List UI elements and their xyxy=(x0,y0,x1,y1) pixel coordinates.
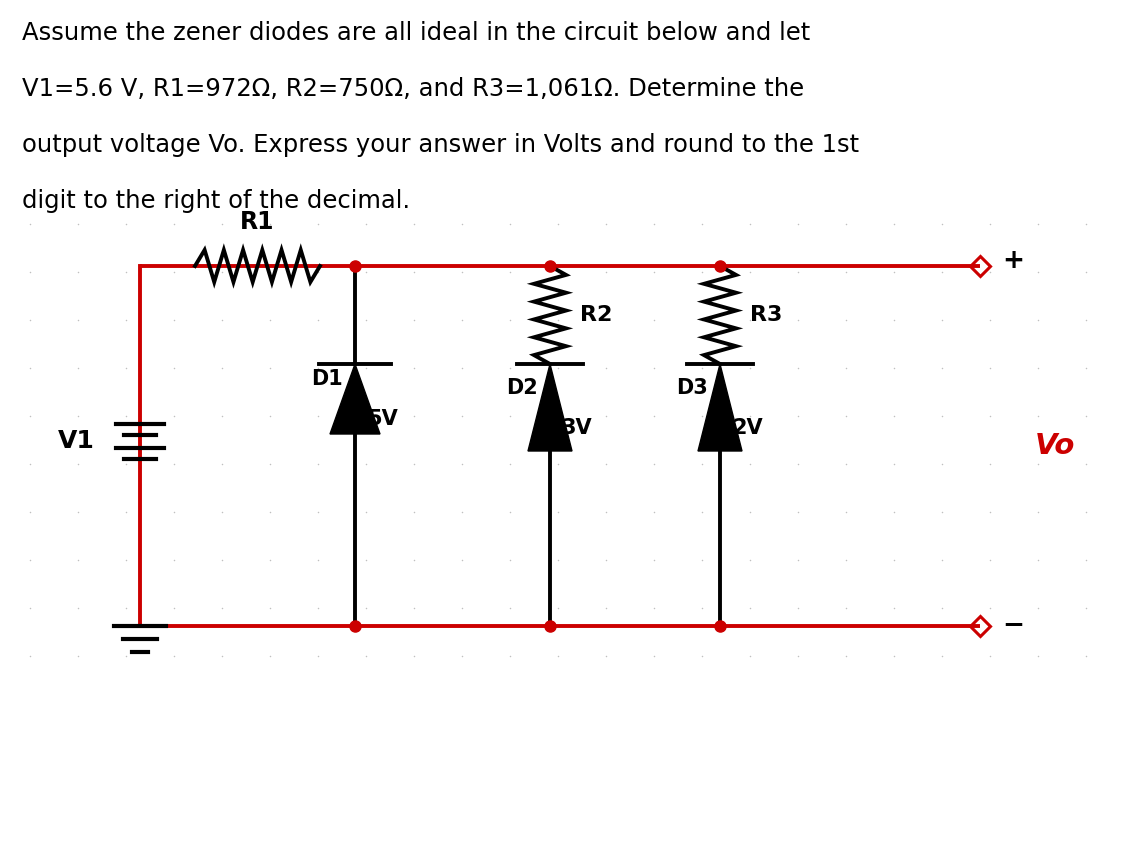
Text: +: + xyxy=(1002,248,1024,274)
Polygon shape xyxy=(331,364,380,434)
Text: −: − xyxy=(1002,613,1024,639)
Text: Vo: Vo xyxy=(1035,432,1075,460)
Polygon shape xyxy=(528,364,572,451)
Text: output voltage Vo. Express your answer in Volts and round to the 1st: output voltage Vo. Express your answer i… xyxy=(22,133,859,157)
Text: R1: R1 xyxy=(240,210,275,234)
Text: digit to the right of the decimal.: digit to the right of the decimal. xyxy=(22,189,410,213)
Polygon shape xyxy=(698,364,741,451)
Text: R3: R3 xyxy=(751,305,782,325)
Text: 5V: 5V xyxy=(367,409,397,429)
Text: D1: D1 xyxy=(311,369,343,389)
Text: V1=5.6 V, R1=972Ω, R2=750Ω, and R3=1,061Ω. Determine the: V1=5.6 V, R1=972Ω, R2=750Ω, and R3=1,061… xyxy=(22,77,804,101)
Text: 2V: 2V xyxy=(732,418,763,437)
Text: V1: V1 xyxy=(58,429,95,453)
Text: D2: D2 xyxy=(506,377,538,397)
Text: 3V: 3V xyxy=(561,418,593,437)
Text: D3: D3 xyxy=(676,377,708,397)
Text: Assume the zener diodes are all ideal in the circuit below and let: Assume the zener diodes are all ideal in… xyxy=(22,21,811,45)
Text: R2: R2 xyxy=(580,305,612,325)
